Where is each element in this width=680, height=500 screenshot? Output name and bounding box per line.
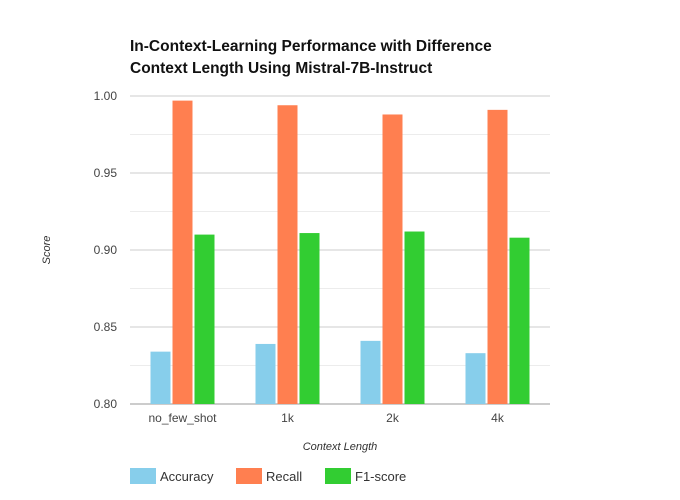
chart-title-line-1: In-Context-Learning Performance with Dif…: [130, 38, 492, 55]
bar-accuracy-2k: [360, 340, 381, 404]
y-tick-label: 0.85: [94, 320, 118, 334]
legend-label-recall: Recall: [266, 469, 302, 484]
y-axis-label: Score: [41, 236, 53, 265]
bar-recall-no-few-shot: [172, 100, 193, 405]
bar-f1-score-2k: [404, 231, 425, 404]
y-tick-label: 0.95: [94, 166, 118, 180]
legend-swatch-accuracy: [130, 468, 156, 484]
legend-swatch-recall: [236, 468, 262, 484]
chart-title-line-2: Context Length Using Mistral-7B-Instruct: [130, 60, 432, 77]
y-tick-label: 0.80: [94, 397, 118, 411]
y-tick-label: 1.00: [94, 89, 118, 103]
bar-f1-score-4k: [509, 237, 530, 404]
bar-recall-1k: [277, 105, 298, 405]
legend-swatch-f1-score: [325, 468, 351, 484]
x-tick-label: 2k: [386, 411, 400, 425]
legend: Accuracy Recall F1-score: [130, 468, 406, 484]
gridlines: [130, 95, 550, 405]
x-axis-ticks: no_few_shot 1k 2k 4k: [148, 411, 504, 425]
x-axis-label: Context Length: [303, 441, 378, 453]
x-tick-label: 1k: [281, 411, 295, 425]
bar-f1-score-1k: [299, 233, 320, 404]
bars: [150, 100, 530, 405]
x-tick-label: 4k: [491, 411, 505, 425]
legend-label-f1-score: F1-score: [355, 469, 406, 484]
y-tick-label: 0.90: [94, 243, 118, 257]
bar-recall-2k: [382, 114, 403, 404]
bar-recall-4k: [487, 109, 508, 405]
bar-accuracy-4k: [465, 353, 486, 404]
y-axis-ticks: 0.80 0.85 0.90 0.95 1.00: [94, 89, 118, 411]
bar-accuracy-no-few-shot: [150, 351, 171, 404]
bar-f1-score-no-few-shot: [194, 234, 215, 404]
bar-accuracy-1k: [255, 343, 276, 404]
legend-label-accuracy: Accuracy: [160, 469, 214, 484]
x-tick-label: no_few_shot: [148, 411, 217, 425]
